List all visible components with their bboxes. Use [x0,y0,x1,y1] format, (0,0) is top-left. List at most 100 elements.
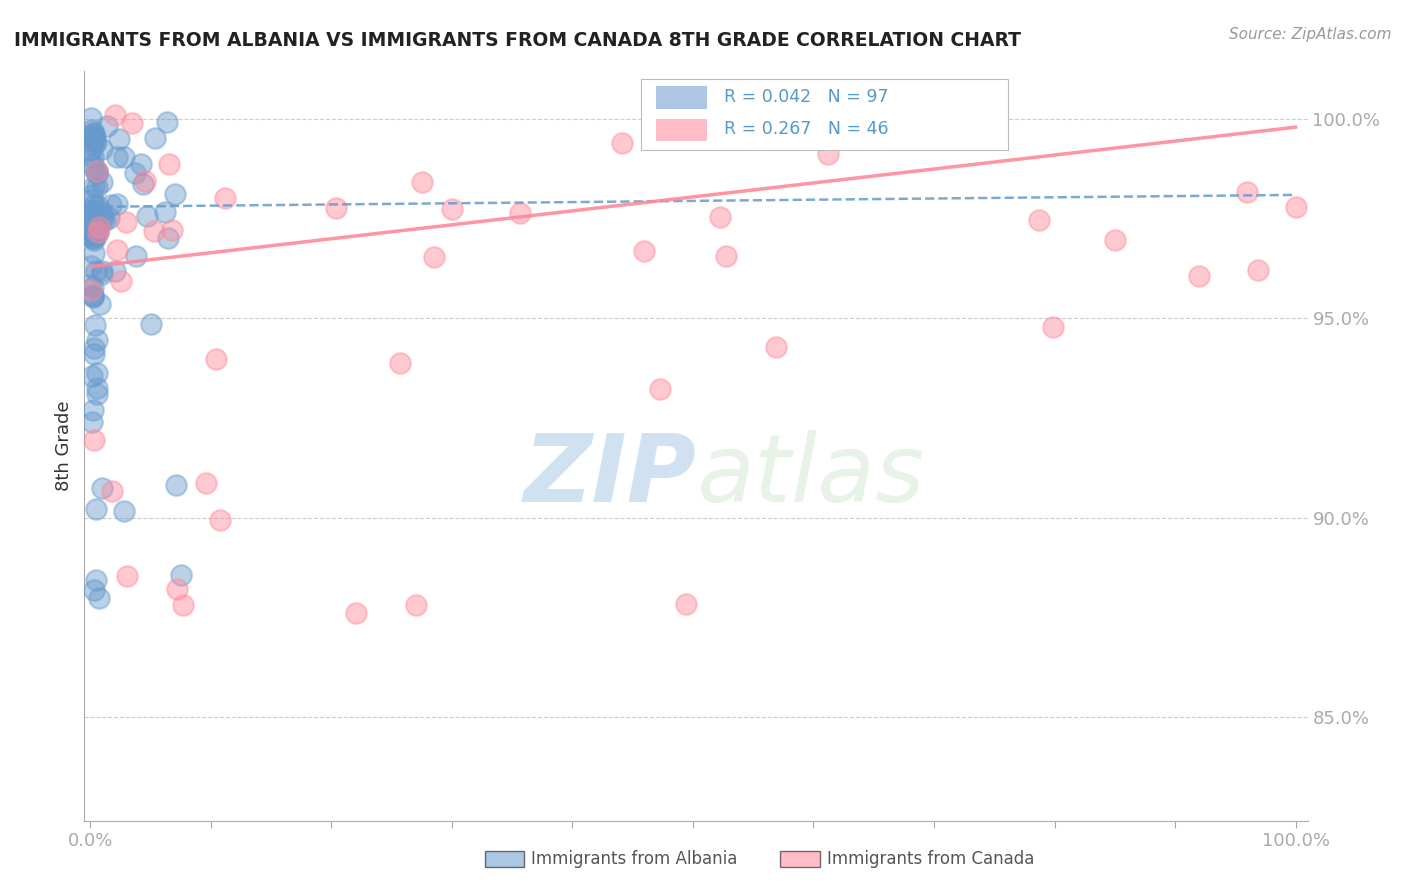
Point [610,136,633,151]
Point [90,211,112,226]
Point [633,244,655,258]
Point [132,178,155,192]
Point [83,215,105,229]
Point [80,415,103,429]
Point [389,356,412,370]
Point [214,191,236,205]
Point [86,164,108,178]
Point [90,205,112,219]
Point [94,213,117,227]
Point [83,137,105,152]
Point [83,178,105,193]
Point [156,115,179,129]
Point [1042,320,1064,334]
Point [80,259,103,273]
Point [108,132,131,146]
Point [143,223,166,237]
Point [83,204,105,219]
Point [86,502,108,516]
Point [79,227,101,242]
Point [91,211,114,225]
Point [82,129,104,144]
Point [112,504,135,518]
Point [83,198,105,212]
Point [82,215,104,229]
Point [80,143,103,157]
Point [125,249,148,263]
Point [83,133,105,147]
Point [675,597,697,611]
Point [89,297,111,311]
Point [166,582,188,597]
Point [82,289,104,303]
Point [82,227,104,242]
Point [86,164,108,178]
Point [83,233,105,247]
Point [134,174,156,188]
Point [82,211,104,225]
Text: Immigrants from Albania: Immigrants from Albania [531,850,738,868]
Point [83,341,105,355]
Point [87,222,110,236]
Point [82,288,104,302]
Point [83,347,105,361]
Point [440,202,463,216]
Point [84,264,107,278]
Point [104,108,127,122]
Bar [655,87,707,109]
FancyBboxPatch shape [641,78,1008,150]
Point [91,175,114,189]
Point [86,224,108,238]
Point [91,481,114,495]
Text: R = 0.267   N = 46: R = 0.267 N = 46 [724,120,889,138]
Point [82,402,104,417]
Point [160,223,183,237]
Point [845,117,868,131]
Point [129,156,152,170]
Text: IMMIGRANTS FROM ALBANIA VS IMMIGRANTS FROM CANADA 8TH GRADE CORRELATION CHART: IMMIGRANTS FROM ALBANIA VS IMMIGRANTS FR… [14,31,1021,50]
Point [82,290,104,304]
Point [80,193,103,207]
Point [145,131,167,145]
Point [105,243,128,257]
Point [1236,185,1258,199]
Point [84,228,107,243]
Point [1247,263,1270,277]
Point [135,209,157,223]
Point [170,567,193,582]
Point [139,317,162,331]
Point [80,143,103,157]
Point [91,264,114,278]
Point [114,150,136,164]
Point [709,211,731,225]
Point [96,120,118,134]
Point [411,175,433,189]
Point [104,264,127,278]
Point [83,223,105,237]
Point [83,434,105,448]
Point [509,206,531,220]
Point [79,278,101,293]
Point [89,591,111,606]
Point [86,179,108,194]
Point [84,318,107,333]
Point [155,204,177,219]
Point [83,245,105,260]
Point [157,157,180,171]
Point [86,381,108,395]
Point [80,207,103,221]
Point [97,211,120,225]
Point [82,231,104,245]
Text: atlas: atlas [696,431,924,522]
Point [205,352,228,367]
Point [115,569,138,583]
Point [91,268,114,282]
Point [86,333,108,347]
Point [87,225,110,239]
Point [84,574,107,588]
Point [100,198,122,212]
Point [105,150,128,164]
Point [208,513,231,527]
Point [82,279,104,293]
Point [86,366,108,380]
